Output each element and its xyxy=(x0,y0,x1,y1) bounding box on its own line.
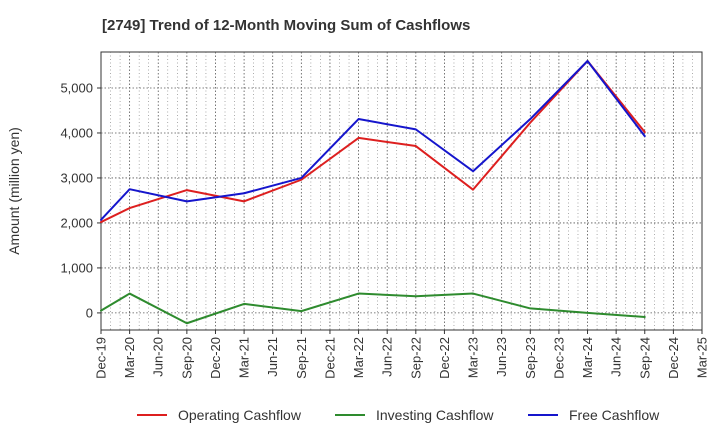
x-tick-label: Jun-20 xyxy=(151,337,166,377)
free-cashflow-line xyxy=(100,60,646,221)
operating-cashflow-legend-label: Operating Cashflow xyxy=(178,407,302,423)
x-tick-label: Jun-24 xyxy=(609,337,624,377)
x-tick-label: Dec-21 xyxy=(322,337,337,379)
x-tick-label: Mar-21 xyxy=(237,337,252,378)
y-tick-label: 2,000 xyxy=(60,215,93,230)
operating-cashflow-line xyxy=(100,60,646,224)
x-tick-label: Mar-23 xyxy=(466,337,481,378)
x-tick-label: Jun-22 xyxy=(380,337,395,377)
x-tick-label: Dec-23 xyxy=(551,337,566,379)
x-tick-label: Dec-20 xyxy=(208,337,223,379)
plot-frame xyxy=(100,51,703,331)
y-tick-label: 1,000 xyxy=(60,260,93,275)
chart-title: [2749] Trend of 12-Month Moving Sum of C… xyxy=(102,17,470,34)
x-tick-label: Mar-22 xyxy=(351,337,366,378)
x-tick-label: Mar-20 xyxy=(122,337,137,378)
free-cashflow-legend-label: Free Cashflow xyxy=(569,407,660,423)
legend: Operating Cashflow Investing Cashflow Free… xyxy=(137,407,660,423)
x-tick-label: Mar-25 xyxy=(695,337,710,378)
y-tick-label: 0 xyxy=(86,305,93,320)
x-tick-label: Sep-21 xyxy=(294,337,309,379)
x-tick-label: Dec-22 xyxy=(437,337,452,379)
x-tick-label: Jun-21 xyxy=(265,337,280,377)
investing-cashflow-line xyxy=(100,292,646,325)
x-tick-label: Sep-20 xyxy=(179,337,194,379)
y-tick-label: 4,000 xyxy=(60,125,93,140)
y-tick-label: 3,000 xyxy=(60,170,93,185)
x-tick-label: Dec-19 xyxy=(94,337,109,379)
x-tick-label: Sep-23 xyxy=(523,337,538,379)
y-tick-label: 5,000 xyxy=(60,80,93,95)
y-axis-label: Amount (million yen) xyxy=(6,127,22,255)
x-tick-label: Sep-22 xyxy=(408,337,423,379)
x-tick-label: Dec-24 xyxy=(666,337,681,379)
x-tick-label: Sep-24 xyxy=(637,337,652,379)
investing-cashflow-legend-label: Investing Cashflow xyxy=(376,407,494,423)
plot-area: 0 1,000 2,000 3,000 4,000 5,000 Dec-19 Mar-20 Ju… xyxy=(60,51,710,379)
x-tick-label: Jun-23 xyxy=(494,337,509,377)
x-tick-label: Mar-24 xyxy=(580,337,595,378)
